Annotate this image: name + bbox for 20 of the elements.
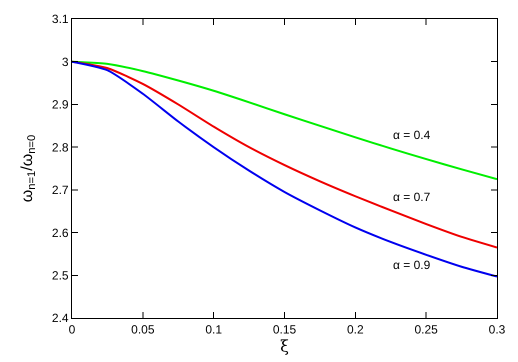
y-tick-label: 3 xyxy=(62,54,69,69)
x-tick-label: 0.1 xyxy=(205,322,222,336)
line-series xyxy=(72,60,497,180)
y-tick-label: 2.8 xyxy=(52,140,69,154)
x-tick-label: 0.3 xyxy=(488,322,506,336)
y-tick-label: 2.4 xyxy=(52,311,69,326)
y-tick-label: 2.7 xyxy=(52,183,69,198)
series-label: α = 0.9 xyxy=(393,258,431,272)
x-tick-label: 0.15 xyxy=(272,322,296,336)
x-tick-label: 0.05 xyxy=(131,322,155,336)
x-tick-label: 0.2 xyxy=(346,322,364,336)
x-axis-title: ξ xyxy=(280,336,290,356)
y-tick-label: 3.1 xyxy=(52,12,69,26)
y-tick-label: 2.6 xyxy=(52,226,69,240)
y-tick-label: 2.9 xyxy=(52,98,69,112)
series-label: α = 0.4 xyxy=(393,128,431,142)
x-tick-label: 0 xyxy=(68,322,76,336)
y-tick-label: 2.5 xyxy=(52,268,69,282)
series-label: α = 0.7 xyxy=(393,190,431,204)
x-tick-label: 0.25 xyxy=(414,322,438,336)
